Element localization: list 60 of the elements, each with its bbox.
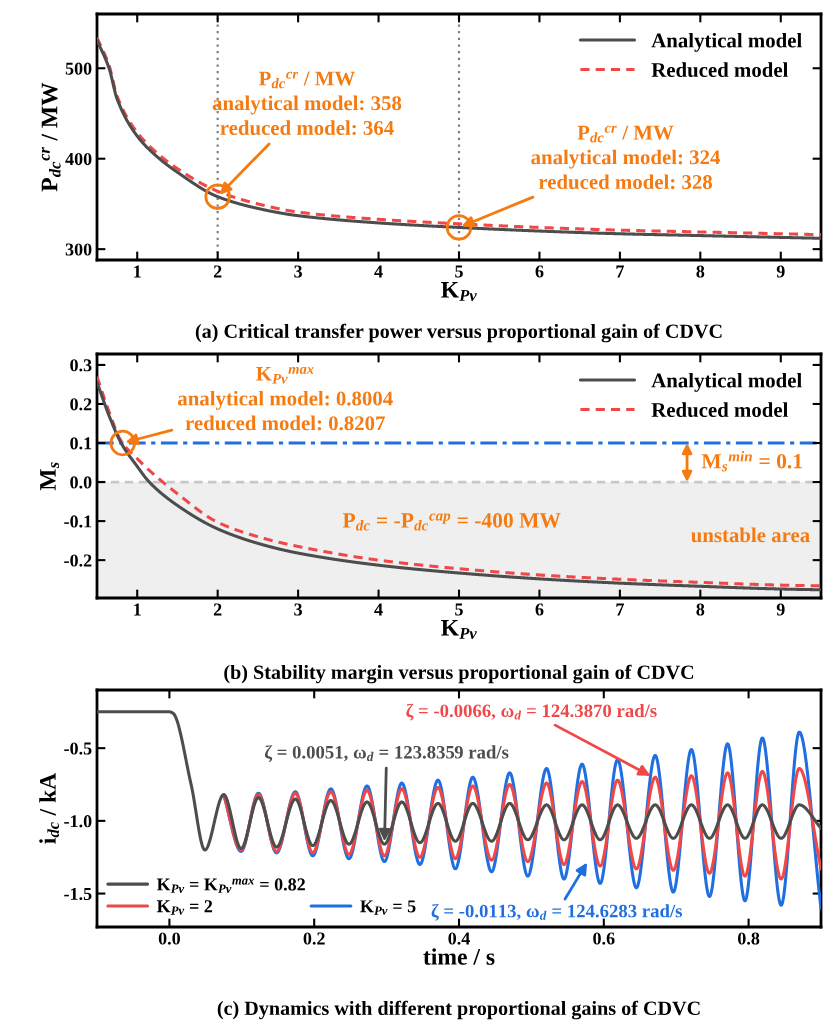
x-tick-label: 3 <box>294 265 303 278</box>
x-tick-label: 7 <box>616 603 624 616</box>
x-axis-title: time / s <box>423 948 495 965</box>
annotation: P$_{dc}$$^{cr}$ / MW analytical model: 324 reduced model: 328 <box>531 125 721 190</box>
x-tick-label: 8 <box>696 603 705 616</box>
x-tick-label: 7 <box>616 265 624 278</box>
y-tick-label: 500 <box>65 62 92 75</box>
text: (b) Stability margin versus proportional gain of CDVC <box>224 664 694 684</box>
x-tick-label: 4 <box>374 603 383 616</box>
legend-label: Analytical model <box>651 32 802 52</box>
x-tick-label: 1 <box>134 265 141 278</box>
y-tick-label: -0.5 <box>64 742 92 755</box>
text: (c) Dynamics with different proportional gains of CDVC <box>217 1000 700 1020</box>
y-tick-label: 0.0 <box>70 476 92 489</box>
x-tick-label: 0.6 <box>593 932 615 945</box>
y-tick-label: -1.5 <box>64 887 92 901</box>
annotation: K$_{Pv}$$^{max}$ analytical model: 0.8004 reduced model: 0.8207 <box>177 366 393 431</box>
y-tick-label: 0.3 <box>70 359 92 372</box>
x-tick-label: 0.8 <box>738 932 760 945</box>
y-axis-title: i$_{dc}$ / kA <box>39 773 60 844</box>
x-tick-label: 4 <box>374 265 383 278</box>
y-tick-label: -1.0 <box>64 815 92 828</box>
x-tick-label: 6 <box>535 603 544 616</box>
x-tick-label: 0.4 <box>448 932 470 945</box>
y-tick-label: -0.1 <box>64 515 92 528</box>
legend-label: K$_{Pv}$ = 2 <box>156 900 213 915</box>
band-label: unstable area <box>691 527 810 543</box>
x-tick-label: 2 <box>213 265 222 278</box>
annotation: ζ = -0.0066, ω$_{d}$ = 124.3870 rad/s <box>406 703 657 721</box>
x-tick-label: 5 <box>455 603 463 616</box>
annotation: P$_{dc}$ = -P$_{dc}$$^{cap}$ = -400 MW <box>342 513 561 531</box>
legend-label: K$_{Pv}$ = 5 <box>360 900 416 915</box>
x-tick-label: 5 <box>455 265 463 278</box>
x-tick-label: 0.2 <box>303 932 325 945</box>
legend-label: Reduced model <box>651 62 789 78</box>
y-tick-label: 0.1 <box>70 437 92 450</box>
x-tick-label: 1 <box>134 603 141 616</box>
y-axis-title: P$_{dc}$$^{cr}$ / MW <box>41 82 61 192</box>
y-tick-label: 400 <box>65 152 92 166</box>
x-axis-title: K$_{Pv}$ <box>441 620 477 639</box>
x-tick-label: 8 <box>696 265 705 278</box>
legend-label: Reduced model <box>651 402 789 418</box>
text: (a) Critical transfer power versus proportional gain of CDVC <box>195 323 722 343</box>
annotation: ζ = -0.0113, ω$_{d}$ = 124.6283 rad/s <box>431 904 682 921</box>
x-tick-label: 2 <box>213 603 222 616</box>
x-tick-label: 0.0 <box>158 932 180 945</box>
y-axis-title: M$_{s}$ <box>40 462 60 491</box>
y-tick-label: 0.2 <box>70 398 92 411</box>
legend-label: K$_{Pv}$ = K$_{Pv}$$^{max}$ = 0.82 <box>156 878 305 893</box>
x-tick-label: 9 <box>776 265 785 278</box>
x-tick-label: 6 <box>535 265 544 278</box>
y-tick-label: -0.2 <box>64 554 92 567</box>
y-tick-label: 300 <box>65 243 92 256</box>
annotation: ζ = 0.0051, ω$_{d}$ = 123.8359 rad/s <box>264 745 509 762</box>
legend-label: Analytical model <box>651 372 802 392</box>
annotation: P$_{dc}$$^{cr}$ / MW analytical model: 358 reduced model: 364 <box>212 71 402 136</box>
x-tick-label: 9 <box>776 603 785 616</box>
x-tick-label: 3 <box>294 603 303 616</box>
annotation: M$_{s}$$^{min}$ = 0.1 <box>701 450 802 472</box>
x-axis-title: K$_{Pv}$ <box>441 282 477 301</box>
